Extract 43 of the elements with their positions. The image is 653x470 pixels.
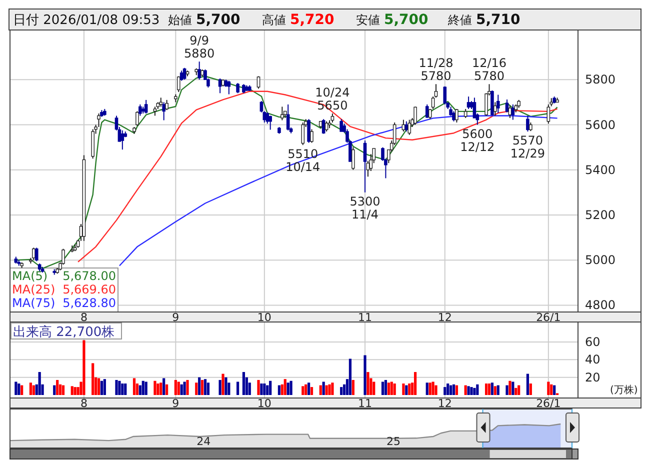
annotation: 5,678.00	[62, 269, 116, 283]
text: 終値 5,710	[447, 12, 521, 28]
annotation: 5,628.80	[62, 296, 116, 310]
annotation: 5570 12/29	[510, 134, 546, 161]
x-tick-label: 10	[257, 397, 272, 410]
annotation: 5,669.60	[62, 282, 116, 296]
x-tick-label: 12	[438, 311, 452, 324]
x-tick-label: 8	[80, 397, 88, 410]
x-tick-label: 11	[358, 397, 372, 410]
x-tick-label: 9	[172, 311, 180, 324]
text: 安値 5,700	[356, 12, 429, 28]
y-tick-label: 5200	[585, 208, 616, 222]
annotation: 5510 10/14	[286, 147, 320, 174]
y-tick-label: 5800	[585, 72, 616, 87]
annotation: 5300 11/4	[350, 194, 380, 222]
x-tick-label: 12	[438, 397, 452, 410]
x-tick-label: 8	[80, 311, 88, 324]
text: 高値 5,720	[262, 12, 335, 28]
series-label: MA(5)	[12, 269, 48, 283]
annotation: 12/16 5780	[472, 56, 507, 84]
y-tick-label: 40	[585, 352, 600, 367]
annotation: 11/28 5780	[418, 56, 454, 84]
chart-title: 出来高 22,700株	[13, 324, 115, 340]
text: MA(25)	[12, 282, 56, 296]
x-tick-label: 26/1	[536, 397, 561, 410]
y-tick-label: 5600	[585, 118, 616, 132]
y-tick-label: 4800	[585, 298, 616, 312]
x-tick-label: 25	[386, 435, 401, 448]
x-tick-label: 9	[172, 397, 180, 410]
chart-title: 日付 2026/01/08 09:53	[13, 13, 160, 28]
text: MA(75)	[12, 296, 56, 310]
x-tick-label: 26/1	[536, 311, 561, 324]
y-axis-title: (万株)	[610, 384, 638, 396]
x-tick-label: 11	[358, 311, 372, 324]
y-tick-label: 5400	[585, 162, 616, 177]
text: 始値 5,700	[168, 12, 241, 28]
annotation: 9/9 5880	[184, 34, 215, 61]
annotation: 5600 12/12	[460, 126, 495, 154]
x-tick-label: 10	[257, 311, 272, 324]
y-tick-label: 20	[585, 370, 600, 384]
y-tick-label: 60	[585, 334, 600, 349]
x-tick-label: 24	[196, 435, 211, 448]
y-tick-label: 5000	[585, 253, 616, 268]
